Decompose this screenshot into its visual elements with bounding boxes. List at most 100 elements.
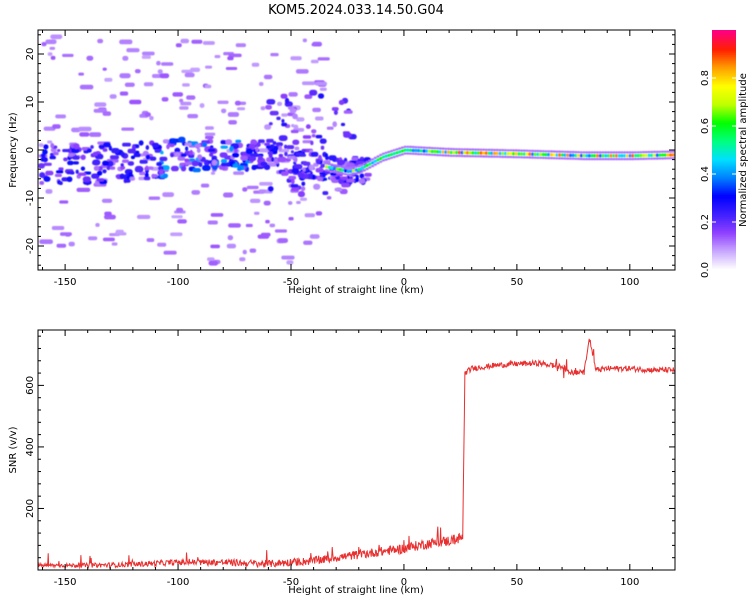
heatmap-cell-1047 xyxy=(620,151,624,154)
heatmap-cell-912 xyxy=(498,149,502,152)
heatmap-cell-202 xyxy=(204,84,212,89)
heatmap-cell-168 xyxy=(302,81,316,86)
heatmap-cell-815 xyxy=(408,148,413,152)
heatmap-cell-590 xyxy=(209,152,214,157)
heatmap-cell-1071 xyxy=(642,151,646,154)
colorbar-step-79 xyxy=(712,110,736,113)
heatmap-cell-646 xyxy=(291,168,300,174)
bottom-x-axis-label: Height of straight line (km) xyxy=(288,585,424,596)
heatmap-cell-607 xyxy=(312,174,316,180)
heatmap-cell-768 xyxy=(368,159,372,162)
heatmap-cell-210 xyxy=(38,143,44,147)
heatmap-cell-88 xyxy=(309,234,320,239)
heatmap-cell-365 xyxy=(278,145,282,151)
heatmap-cell-1035 xyxy=(609,151,613,154)
colorbar-step-117 xyxy=(712,34,736,37)
heatmap-cell-995 xyxy=(571,153,575,158)
heatmap-cell-1101 xyxy=(669,150,673,153)
heatmap-cell-215 xyxy=(119,39,133,45)
heatmap-cell-23 xyxy=(129,99,142,105)
chart-title: KOM5.2024.033.14.50.G04 xyxy=(268,3,444,18)
heatmap-cell-1066 xyxy=(636,157,640,161)
heatmap-cell-22 xyxy=(104,77,113,82)
heatmap-cell-895 xyxy=(482,155,486,158)
colorbar-step-109 xyxy=(712,50,736,53)
colorbar-step-115 xyxy=(712,38,736,41)
heatmap-cell-43 xyxy=(302,38,307,43)
heatmap-cell-1100 xyxy=(666,153,670,157)
heatmap-cell-734 xyxy=(335,167,339,171)
heatmap-cell-888 xyxy=(476,148,480,151)
heatmap-cell-97 xyxy=(49,46,56,50)
heatmap-cell-988 xyxy=(566,157,570,160)
heatmap-cell-54 xyxy=(214,55,221,59)
heatmap-cell-871 xyxy=(460,154,464,158)
heatmap-cell-776 xyxy=(373,159,377,163)
colorbar-step-26 xyxy=(712,216,736,219)
heatmap-cell-558 xyxy=(258,139,265,143)
heatmap-cell-993 xyxy=(571,150,575,154)
heatmap-cell-87 xyxy=(159,73,170,79)
heatmap-cell-47 xyxy=(62,53,74,57)
heatmap-cell-132 xyxy=(288,92,298,97)
heatmap-cell-673 xyxy=(301,181,306,186)
colorbar-step-116 xyxy=(712,36,736,39)
heatmap-cell-157 xyxy=(56,243,67,248)
heatmap-cell-667 xyxy=(276,116,281,121)
heatmap-cell-1 xyxy=(228,223,241,228)
heatmap-cell-185 xyxy=(202,41,215,45)
snr-panel: -150 -100 -50 0 50 100 200 400 600 Height of st… xyxy=(8,329,676,596)
heatmap-cell-587 xyxy=(54,173,62,177)
heatmap-cell-472 xyxy=(209,145,214,149)
heatmap-cell-213 xyxy=(260,106,266,111)
heatmap-cell-739 xyxy=(341,172,345,175)
heatmap-cell-970 xyxy=(549,157,554,160)
heatmap-cell-1013 xyxy=(587,154,591,158)
colorbar-step-107 xyxy=(712,54,736,57)
heatmap-cell-745 xyxy=(346,173,350,176)
heatmap-cell-203 xyxy=(141,55,151,59)
heatmap-cell-1075 xyxy=(644,157,648,160)
heatmap-cell-645 xyxy=(301,148,307,152)
heatmap-cell-875 xyxy=(463,150,467,155)
top-ytick-label-2: 0 xyxy=(25,147,36,153)
heatmap-cell-818 xyxy=(411,148,415,153)
heatmap-cell-969 xyxy=(549,150,554,153)
heatmap-cell-873 xyxy=(463,148,467,151)
heatmap-cell-894 xyxy=(482,148,486,151)
colorbar-step-68 xyxy=(712,132,736,135)
heatmap-cell-245 xyxy=(91,173,100,179)
heatmap-cell-899 xyxy=(484,151,488,155)
heatmap-cell-1012 xyxy=(587,158,591,161)
heatmap-cell-137 xyxy=(45,39,57,45)
heatmap-cell-669 xyxy=(293,124,299,130)
heatmap-cell-949 xyxy=(530,156,535,159)
heatmap-cell-119 xyxy=(41,42,47,47)
heatmap-cell-854 xyxy=(444,150,448,154)
heatmap-cell-927 xyxy=(511,149,516,152)
heatmap-cell-992 xyxy=(568,153,572,158)
heatmap-cell-458 xyxy=(325,155,329,161)
heatmap-cell-723 xyxy=(327,162,331,166)
heatmap-cell-1054 xyxy=(625,158,629,161)
heatmap-cell-743 xyxy=(343,169,348,173)
heatmap-cell-489 xyxy=(266,138,274,143)
colorbar-step-84 xyxy=(712,100,736,103)
heatmap-cell-457 xyxy=(358,178,366,184)
heatmap-cell-1005 xyxy=(582,151,586,154)
heatmap-cell-1034 xyxy=(606,154,610,158)
heatmap-cell-380 xyxy=(179,162,185,167)
heatmap-cell-757 xyxy=(357,171,361,174)
heatmap-cell-190 xyxy=(97,38,104,44)
heatmap-cell-451 xyxy=(50,143,55,149)
heatmap-cell-625 xyxy=(330,172,337,176)
heatmap-cell-364 xyxy=(127,161,135,166)
heatmap-cell-806 xyxy=(400,149,404,153)
heatmap-cell-476 xyxy=(102,148,108,152)
heatmap-cell-1025 xyxy=(598,154,602,158)
heatmap-cell-580 xyxy=(156,162,163,166)
heatmap-cell-536 xyxy=(45,170,54,176)
colorbar-step-101 xyxy=(712,66,736,69)
heatmap-cell-716 xyxy=(334,187,343,192)
heatmap-cell-1024 xyxy=(598,158,602,161)
